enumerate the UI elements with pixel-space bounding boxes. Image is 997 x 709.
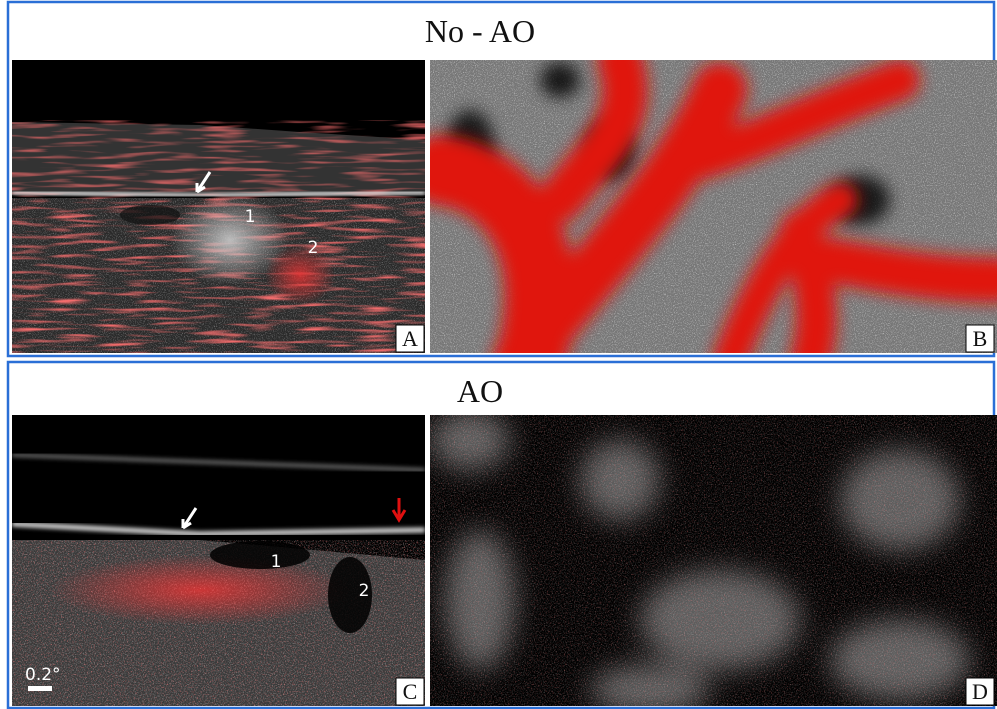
panel-label: B [973,326,988,351]
annotation: 1 [271,552,282,572]
panel-label: D [972,679,988,704]
scale-bar [28,686,52,691]
enface-image [430,60,997,360]
panel-title: AO [457,373,503,409]
panel-label: C [403,679,418,704]
oct-image [12,415,425,706]
panel-label: A [402,326,418,351]
annotation: 2 [359,581,370,601]
figure: No - AO 1 2 A B [0,0,997,709]
scale-label: 0.2° [25,665,61,685]
annotation: 2 [308,238,319,258]
annotation: 1 [245,207,256,227]
panel-title: No - AO [425,13,535,49]
enface-image [430,410,997,709]
oct-image [12,60,425,358]
